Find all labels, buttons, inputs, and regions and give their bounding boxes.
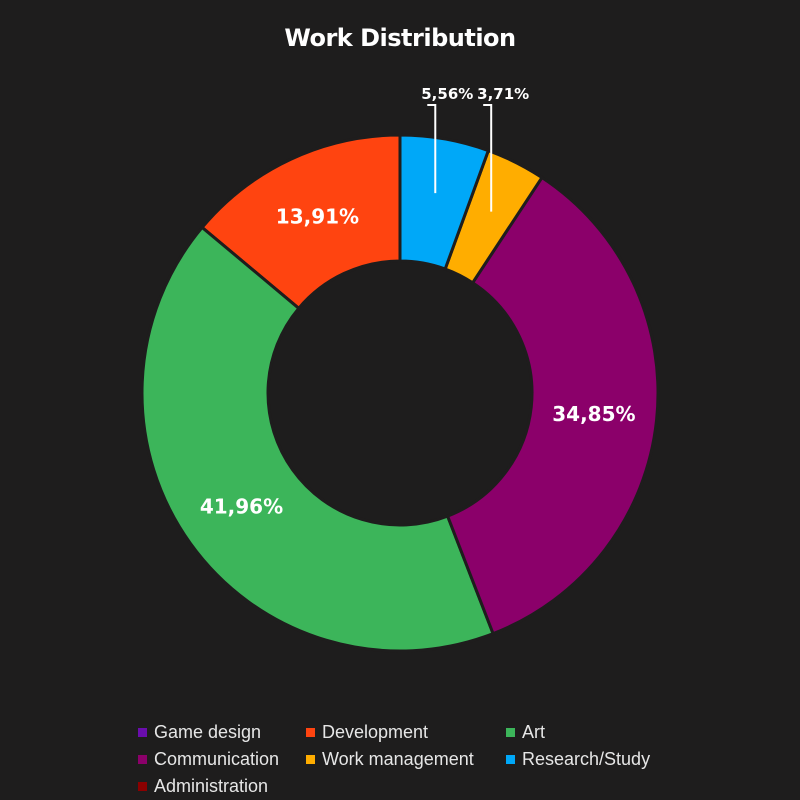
- data-label-development: 13,91%: [276, 204, 359, 228]
- data-label-communication: 34,85%: [552, 402, 635, 426]
- legend-item-administration[interactable]: Administration: [138, 774, 306, 799]
- labels-group: 13,91% 41,96% 34,85% 3,71%5,56%: [200, 85, 636, 519]
- legend-item-game-design[interactable]: Game design: [138, 720, 306, 745]
- data-label-work-management: 3,71%: [477, 85, 529, 103]
- legend-label: Administration: [154, 776, 269, 796]
- leader-line-research-study: [427, 104, 437, 194]
- legend-swatch: [306, 755, 315, 764]
- legend-label: Work management: [322, 749, 474, 769]
- legend-label: Development: [322, 722, 429, 742]
- legend-swatch: [138, 755, 147, 764]
- slices-group: [140, 133, 660, 653]
- legend: Game design Development Art Communicatio…: [138, 720, 698, 799]
- legend-swatch: [306, 728, 315, 737]
- slice-communication[interactable]: [445, 175, 660, 636]
- legend-label: Research/Study: [522, 749, 651, 769]
- slice-art[interactable]: [140, 225, 496, 653]
- leader-line-work-management: [483, 104, 493, 212]
- legend-label: Art: [522, 722, 546, 742]
- data-label-art: 41,96%: [200, 495, 283, 519]
- legend-label: Game design: [154, 722, 262, 742]
- legend-item-art[interactable]: Art: [506, 720, 686, 745]
- slice-research-study[interactable]: [398, 133, 491, 271]
- legend-item-research-study[interactable]: Research/Study: [506, 747, 686, 772]
- legend-swatch: [506, 755, 515, 764]
- legend-item-work-management[interactable]: Work management: [306, 747, 506, 772]
- legend-swatch: [138, 782, 147, 791]
- data-label-research-study: 5,56%: [421, 85, 473, 103]
- legend-swatch: [138, 728, 147, 737]
- legend-item-communication[interactable]: Communication: [138, 747, 306, 772]
- chart-title: Work Distribution: [284, 24, 516, 52]
- legend-item-development[interactable]: Development: [306, 720, 506, 745]
- legend-swatch: [506, 728, 515, 737]
- legend-label: Communication: [154, 749, 280, 769]
